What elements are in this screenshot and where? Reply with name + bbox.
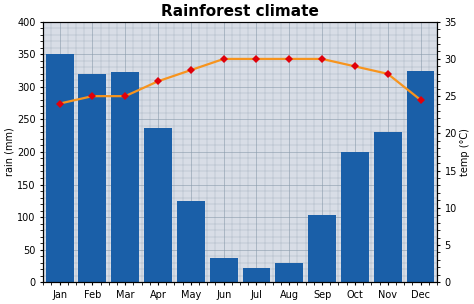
Bar	[144, 128, 172, 282]
Title: Rainforest climate: Rainforest climate	[161, 4, 319, 19]
Y-axis label: rain (mm): rain (mm)	[4, 128, 14, 176]
Bar	[79, 74, 106, 282]
Bar	[341, 152, 369, 282]
Bar	[46, 54, 73, 282]
Bar	[308, 215, 336, 282]
Y-axis label: temp (°C): temp (°C)	[460, 128, 470, 176]
Bar	[407, 71, 435, 282]
Bar	[243, 268, 270, 282]
Bar	[374, 133, 401, 282]
Bar	[111, 72, 139, 282]
Bar	[177, 201, 205, 282]
Bar	[275, 263, 303, 282]
Bar	[210, 258, 237, 282]
